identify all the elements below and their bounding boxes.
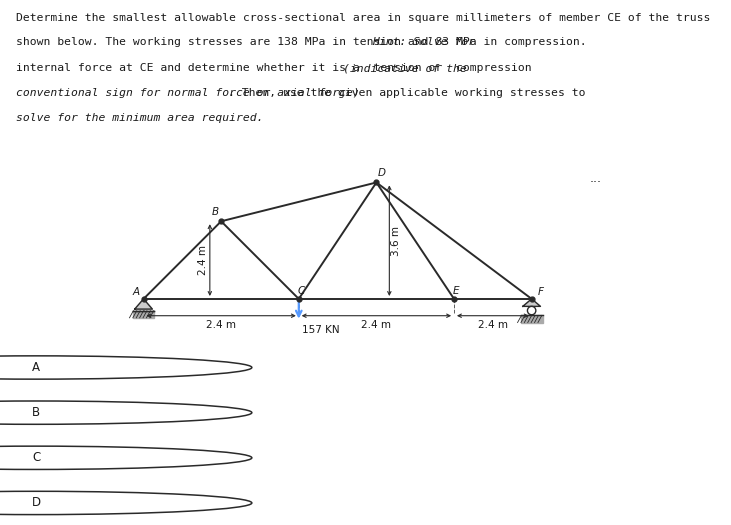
- Circle shape: [0, 491, 252, 514]
- Text: ...: ...: [590, 173, 602, 185]
- Polygon shape: [523, 299, 540, 307]
- Circle shape: [0, 446, 252, 469]
- Text: internal force at CE and determine whether it is a  tension or  compression: internal force at CE and determine wheth…: [16, 63, 545, 73]
- Text: 2.4 m: 2.4 m: [198, 245, 208, 275]
- Text: D: D: [378, 167, 386, 177]
- Text: F: F: [537, 287, 543, 297]
- Text: D: D: [31, 497, 41, 509]
- Text: A: A: [132, 287, 140, 297]
- Text: 3.6 m: 3.6 m: [391, 226, 401, 256]
- Text: A: A: [32, 361, 40, 374]
- Text: (indicative of the: (indicative of the: [343, 63, 466, 73]
- Text: . Then, use the given applicable working stresses to: . Then, use the given applicable working…: [228, 88, 586, 98]
- Text: shown below. The working stresses are 138 MPa in tension and 83 MPa in compressi: shown below. The working stresses are 13…: [16, 37, 594, 47]
- Text: Hint: Solve for: Hint: Solve for: [373, 37, 476, 47]
- Text: C: C: [298, 286, 304, 296]
- Polygon shape: [520, 316, 542, 322]
- Circle shape: [528, 307, 536, 315]
- Circle shape: [0, 401, 252, 424]
- Text: 758.5: 758.5: [67, 497, 103, 509]
- Polygon shape: [135, 299, 152, 309]
- Text: B: B: [32, 406, 40, 419]
- Text: 2.4 m: 2.4 m: [361, 320, 391, 330]
- Text: 883.3: 883.3: [67, 452, 103, 464]
- Text: solve for the minimum area required.: solve for the minimum area required.: [16, 113, 263, 123]
- Text: B: B: [212, 207, 219, 217]
- Text: conventional sign for normal force or axial force): conventional sign for normal force or ax…: [16, 88, 360, 98]
- Text: 2.4 m: 2.4 m: [478, 320, 508, 330]
- Circle shape: [0, 356, 252, 379]
- Text: 157 KN: 157 KN: [302, 326, 340, 335]
- Text: 1189: 1189: [67, 406, 99, 419]
- Text: 2.4 m: 2.4 m: [206, 320, 236, 330]
- Text: E: E: [452, 286, 459, 296]
- Text: 470: 470: [67, 361, 91, 374]
- Text: C: C: [32, 452, 40, 464]
- Polygon shape: [132, 311, 154, 318]
- Text: Determine the smallest allowable cross-sectional area in square millimeters of m: Determine the smallest allowable cross-s…: [16, 13, 711, 23]
